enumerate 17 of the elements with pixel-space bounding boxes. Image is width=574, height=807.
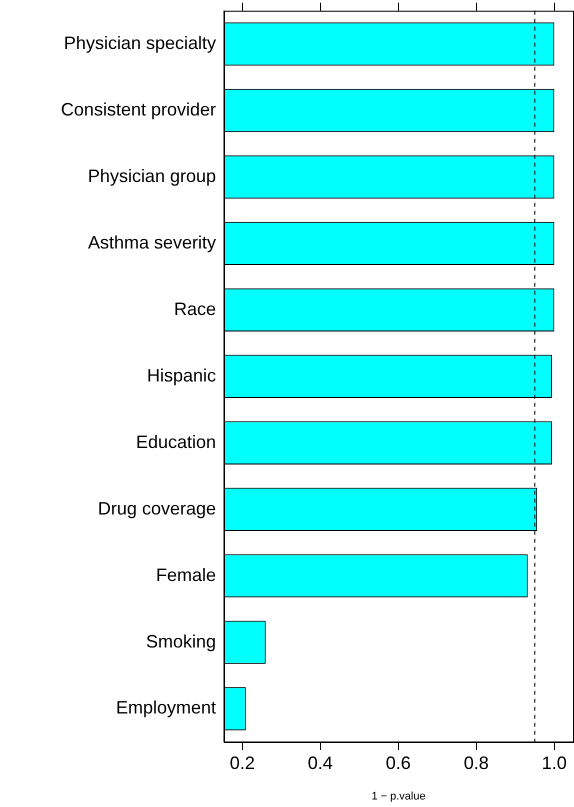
x-axis-title: 1 − p.value — [371, 790, 426, 802]
y-tick-label: Consistent provider — [60, 99, 216, 120]
x-tick-label: 0.2 — [230, 752, 255, 773]
x-tick-label: 0.8 — [464, 752, 489, 773]
y-tick-label: Physician specialty — [64, 33, 216, 54]
y-tick-label: Race — [174, 298, 216, 319]
y-tick-label: Employment — [116, 698, 216, 718]
x-tick-label: 0.6 — [386, 752, 411, 773]
y-tick-label: Drug coverage — [98, 498, 216, 518]
y-tick-label: Female — [156, 564, 216, 585]
y-tick-label: Education — [136, 432, 216, 452]
y-tick-label: Physician group — [88, 166, 216, 186]
y-tick-label: Asthma severity — [88, 232, 216, 252]
x-tick-label: 1.0 — [542, 752, 567, 773]
y-tick-label: Hispanic — [146, 365, 216, 386]
x-tick-label: 0.4 — [308, 752, 333, 773]
y-tick-label: Smoking — [146, 631, 216, 652]
